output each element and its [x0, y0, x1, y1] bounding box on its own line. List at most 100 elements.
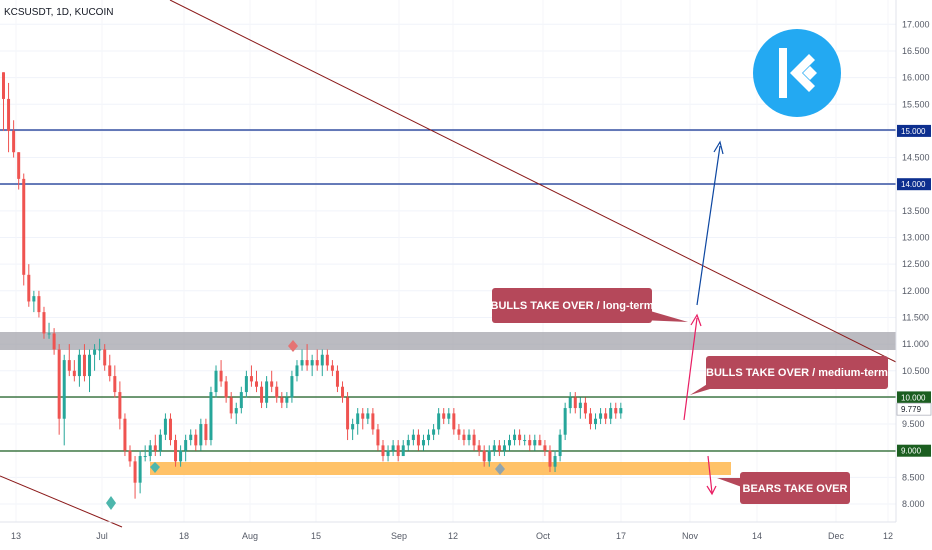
candle-body	[558, 434, 562, 457]
candle-body	[209, 392, 213, 441]
price-label-value: 9.779	[901, 405, 922, 414]
candle-body	[88, 354, 92, 377]
candle-body	[594, 418, 598, 425]
time-tick-label: 17	[616, 531, 626, 541]
candle-body	[497, 445, 501, 451]
candle-body	[93, 349, 97, 355]
candle-body	[98, 349, 102, 351]
time-tick-label: Oct	[536, 531, 551, 541]
price-tick-label: 17.000	[902, 19, 930, 29]
candle-body	[47, 333, 51, 335]
price-label-value: 15.000	[901, 127, 926, 136]
candle-body	[599, 413, 603, 419]
candle-body	[290, 376, 294, 398]
candle-body	[143, 456, 147, 458]
price-tick-label: 13.000	[902, 233, 930, 243]
candle-body	[538, 440, 542, 446]
candle-body	[118, 392, 122, 419]
candle-body	[619, 408, 623, 414]
candle-body	[583, 402, 587, 414]
candle-body	[568, 397, 572, 409]
bears-arrow	[707, 455, 713, 494]
price-label-value: 10.000	[901, 393, 926, 402]
price-tick-label: 16.000	[902, 73, 930, 83]
callout-box	[492, 288, 652, 323]
candle-body	[502, 445, 506, 451]
candle-body	[260, 386, 264, 403]
candle-body	[356, 413, 360, 425]
candle-body	[123, 418, 127, 451]
price-tick-label: 10.500	[902, 366, 930, 376]
price-label-badge	[897, 124, 931, 137]
candle-body	[376, 429, 380, 446]
candle-body	[335, 370, 339, 387]
candle-body	[614, 408, 618, 414]
candle-body	[442, 413, 446, 419]
candle-body	[406, 440, 410, 446]
candles-group	[2, 72, 623, 499]
chart-title: KCSUSDT, 1D, KUCOIN	[4, 7, 113, 18]
candle-body	[199, 424, 203, 446]
candle-body	[42, 312, 46, 334]
candle-body	[133, 461, 137, 483]
candle-body	[148, 445, 152, 457]
candle-body	[320, 354, 324, 366]
candle-body	[462, 434, 466, 441]
resistance-zone	[0, 332, 896, 350]
time-tick-label: Dec	[828, 531, 845, 541]
candle-body	[234, 408, 238, 414]
candle-body	[482, 450, 486, 462]
time-tick-label: 18	[179, 531, 189, 541]
candle-body	[224, 381, 228, 398]
price-tick-label: 15.500	[902, 99, 930, 109]
candle-body	[32, 296, 36, 302]
candle-body	[204, 424, 208, 441]
candle-body	[22, 178, 26, 275]
time-tick-label: 13	[11, 531, 21, 541]
candle-body	[168, 418, 172, 441]
candle-body	[305, 360, 309, 366]
candle-body	[543, 445, 547, 451]
candle-body	[280, 397, 284, 403]
price-tick-label: 11.500	[902, 312, 929, 322]
time-tick-label: 12	[883, 531, 893, 541]
logo-mark	[779, 48, 787, 98]
candle-body	[351, 424, 355, 430]
descending-trendline	[169, 0, 897, 363]
candle-body	[265, 381, 269, 403]
callout-bears: BEARS TAKE OVER	[717, 472, 850, 504]
candle-body	[325, 354, 329, 366]
candle-body	[285, 397, 289, 403]
candle-body	[346, 397, 350, 430]
callout-bears-text: BEARS TAKE OVER	[743, 483, 848, 495]
candle-body	[2, 72, 5, 99]
candle-body	[467, 434, 471, 441]
candle-body	[518, 434, 522, 441]
candle-body	[366, 413, 370, 419]
candle-body	[447, 413, 451, 419]
candle-body	[184, 440, 188, 451]
time-tick-label: 15	[311, 531, 321, 541]
callout-medium-term-text: BULLS TAKE OVER / medium-term	[706, 367, 888, 379]
candle-body	[72, 370, 76, 377]
time-tick-label: 12	[448, 531, 458, 541]
logo-mark	[803, 66, 817, 80]
candle-body	[416, 434, 420, 446]
candle-body	[7, 98, 11, 131]
candle-body	[472, 434, 476, 446]
price-label-badge	[897, 444, 931, 457]
price-label-badge	[896, 402, 932, 416]
candle-body	[361, 413, 365, 419]
price-tick-label: 13.500	[902, 206, 930, 216]
candle-body	[37, 296, 41, 313]
candle-body	[452, 413, 456, 430]
time-axis[interactable]: 13 Jul 18 Aug 15 Sep 12 Oct 17 Nov 14 Dec 12	[11, 531, 893, 541]
price-tick-label: 8.000	[902, 499, 925, 509]
candle-body	[371, 413, 375, 430]
medium-term-arrow-head	[690, 313, 702, 327]
time-tick-label: Sep	[391, 531, 407, 541]
candle-body	[27, 274, 31, 302]
candle-body	[179, 450, 183, 462]
candle-body	[67, 360, 71, 371]
